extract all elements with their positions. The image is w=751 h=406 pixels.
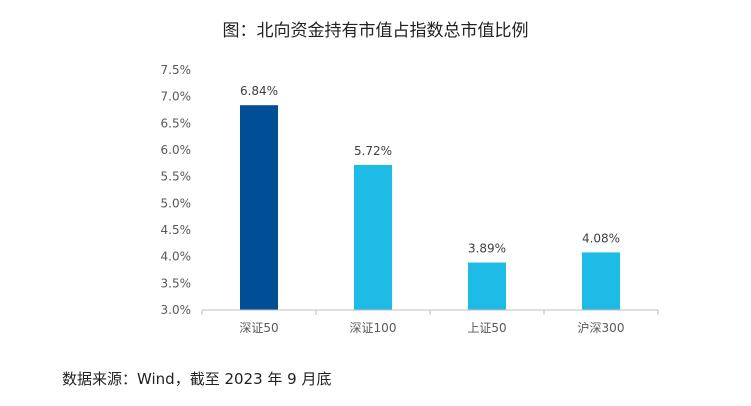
y-axis-labels: 3.0% 3.5% 4.0% 4.5% 5.0% 5.5% 6.0% 6.5% 7.0% 7.5% (161, 63, 192, 317)
data-label: 4.08% (582, 231, 620, 245)
data-label: 5.72% (354, 144, 392, 158)
y-tick-label: 4.5% (161, 223, 192, 237)
category-label: 上证50 (467, 321, 506, 335)
y-tick-label: 5.5% (161, 170, 192, 184)
category-label: 深证50 (239, 321, 278, 335)
y-tick-label: 7.5% (161, 63, 192, 77)
y-tick-label: 3.0% (161, 303, 192, 317)
chart-title: 图：北向资金持有市值占指数总市值比例 (222, 21, 529, 41)
y-tick-label: 6.0% (161, 143, 192, 157)
bar (240, 105, 278, 310)
y-tick-label: 3.5% (161, 276, 192, 290)
y-tick-label: 5.0% (161, 196, 192, 210)
bar (468, 262, 506, 310)
y-tick-label: 4.0% (161, 250, 192, 264)
data-labels: 6.84% 5.72% 3.89% 4.08% (240, 84, 620, 255)
bar (582, 252, 620, 310)
source-note: 数据来源：Wind，截至 2023 年 9 月底 (62, 370, 332, 388)
category-label: 深证100 (350, 321, 397, 335)
x-axis: 深证50 深证100 上证50 沪深300 (201, 309, 659, 335)
data-label: 6.84% (240, 84, 278, 98)
bar (354, 164, 392, 310)
bars (240, 105, 620, 310)
category-label: 沪深300 (578, 321, 625, 335)
y-tick-label: 7.0% (161, 90, 192, 104)
y-tick-label: 6.5% (161, 116, 192, 130)
data-label: 3.89% (468, 242, 506, 256)
